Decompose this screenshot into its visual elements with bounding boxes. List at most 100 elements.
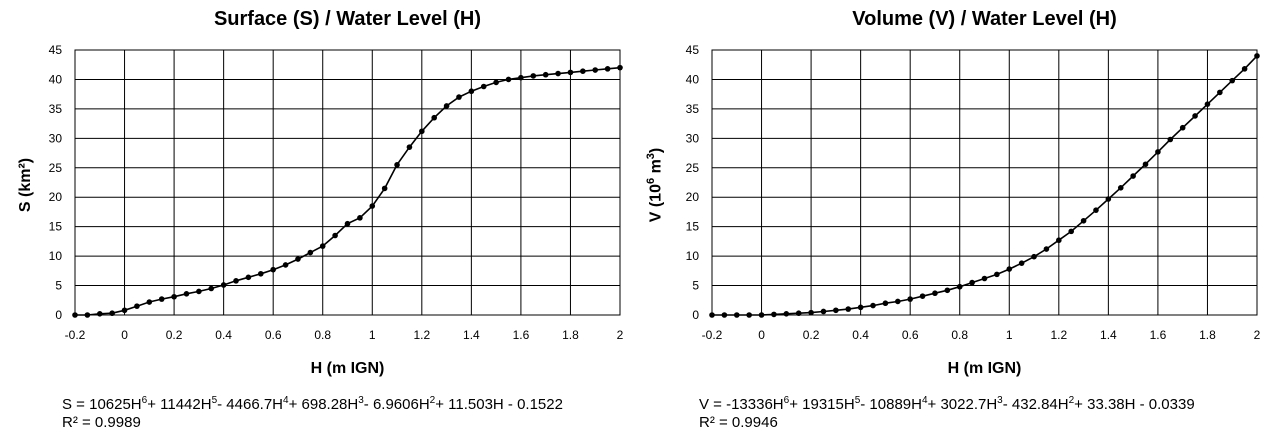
data-point (183, 291, 190, 297)
data-point (1018, 260, 1025, 266)
data-point (981, 275, 988, 282)
data-point (1254, 53, 1260, 59)
x-tick-label: 0.8 (951, 328, 968, 342)
data-point (1031, 253, 1037, 260)
chart-title: Surface (S) / Water Level (H) (213, 8, 482, 30)
x-tick-label: -0.2 (702, 328, 723, 342)
data-point (394, 162, 400, 168)
x-tick-label: 2 (617, 328, 624, 342)
y-tick-label: 25 (49, 161, 63, 175)
y-axis-label-unit-exponent: 3 (645, 153, 657, 160)
y-tick-label: 25 (686, 161, 700, 175)
y-tick-label: 35 (686, 102, 700, 116)
x-tick-label: 0.6 (902, 328, 919, 342)
x-tick-label: 0.6 (265, 328, 282, 342)
y-tick-label: 30 (49, 131, 63, 145)
y-tick-label: 0 (692, 308, 699, 322)
data-point (443, 103, 450, 109)
r-squared: R² = 0.9989 (62, 414, 141, 431)
y-tick-label: 35 (49, 102, 63, 116)
data-point (969, 279, 975, 286)
data-point (733, 312, 740, 318)
data-point (381, 185, 388, 192)
x-tick-label: 1 (369, 328, 376, 342)
data-point (1006, 266, 1013, 272)
equation-exponent: 2 (1068, 395, 1075, 406)
data-point (480, 83, 487, 90)
y-tick-label: 0 (55, 308, 62, 322)
data-point (894, 298, 901, 305)
data-point (1204, 101, 1211, 107)
data-point (171, 293, 177, 300)
equation-exponent: 5 (211, 395, 218, 406)
equation-exponent: 3 (997, 395, 1003, 406)
x-tick-label: 1 (1006, 328, 1013, 342)
r-squared: R² = 0.9946 (699, 414, 778, 431)
data-point (357, 215, 363, 221)
data-point (592, 67, 599, 73)
data-point (109, 310, 115, 317)
data-point (84, 312, 91, 318)
y-tick-label: 10 (49, 249, 63, 263)
data-point (369, 203, 376, 209)
data-point (245, 274, 252, 281)
data-point (121, 307, 128, 314)
y-tick-label: 45 (686, 43, 700, 57)
surface-chart-plot: -0.2 0 0.2 0.4 0.6 0.8 1 1.2 1.4 1.6 1.8 2051015202… (49, 43, 624, 342)
data-point (1093, 207, 1099, 213)
data-point (493, 79, 499, 86)
equation-exponent: 4 (283, 395, 289, 406)
x-tick-label: 1.8 (562, 328, 579, 342)
x-tick-label: 0.2 (166, 328, 183, 342)
data-point (1105, 196, 1112, 202)
x-tick-label: 0.2 (803, 328, 820, 342)
surface-chart-panel: Surface (S) / Water Level (H) -0.2 0 0.2 0.… (0, 0, 630, 435)
data-point (307, 249, 314, 256)
data-point (617, 64, 623, 71)
data-point (1241, 66, 1248, 72)
x-tick-label: 0.4 (215, 328, 232, 342)
equation-term: - 6.9606H (363, 396, 430, 413)
data-point (1130, 173, 1136, 179)
data-point (96, 311, 103, 317)
data-point (555, 70, 561, 77)
equation-exponent: 2 (429, 395, 436, 406)
x-tick-label: 1.4 (463, 328, 480, 342)
data-point (1043, 246, 1050, 252)
data-point (1229, 77, 1236, 84)
data-point (870, 302, 876, 309)
data-point (208, 285, 215, 292)
x-tick-label: 2 (1254, 328, 1261, 342)
y-tick-label: 5 (55, 279, 62, 293)
data-point (758, 312, 765, 318)
y-tick-label: 15 (49, 220, 63, 234)
data-point (134, 303, 140, 309)
y-axis-label-base: V (10 (647, 184, 665, 223)
data-point (746, 312, 752, 318)
volume-chart-plot: -0.2 0 0.2 0.4 0.6 0.8 1 1.2 1.4 1.6 1.8 2051015202… (686, 43, 1261, 342)
data-point (1142, 161, 1149, 168)
data-point (530, 73, 537, 79)
data-point (808, 309, 814, 316)
y-axis-label: S (km²) (17, 157, 34, 213)
data-point (833, 307, 839, 314)
data-point (907, 296, 913, 302)
data-point (406, 144, 413, 150)
y-tick-label: 10 (686, 249, 700, 263)
data-point (1192, 113, 1198, 119)
data-point (567, 69, 574, 76)
equation-term: + 698.28H (288, 396, 359, 413)
regression-equation: S = 10625H6+ 11442H5- 4466.7H4+ 698.28H3… (62, 395, 563, 413)
equation-term: - 4466.7H (217, 396, 284, 413)
y-tick-label: 15 (686, 220, 700, 234)
x-tick-label: -0.2 (65, 328, 86, 342)
y-tick-label: 40 (686, 72, 700, 86)
volume-chart-panel: Volume (V) / Water Level (H) -0.2 0 0.2 0.4… (637, 0, 1267, 435)
data-point (994, 271, 1000, 278)
y-tick-label: 20 (686, 190, 700, 204)
data-point (505, 76, 512, 83)
y-tick-label: 40 (49, 72, 63, 86)
data-point (270, 266, 276, 273)
x-tick-label: 1.6 (513, 328, 530, 342)
equation-term: + 11.503H - 0.1522 (435, 396, 563, 413)
